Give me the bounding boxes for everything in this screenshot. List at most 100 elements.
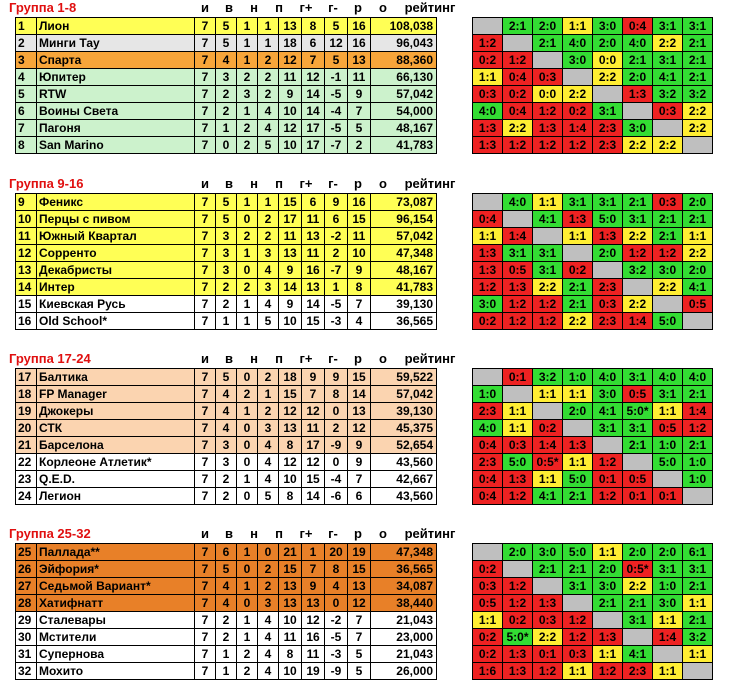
stat-diff: -5 <box>324 119 348 137</box>
matrix-row: 0:2 1:2 3:0 0:0 2:1 3:1 2:1 <box>472 51 713 69</box>
match-result: 1:2 <box>562 611 593 629</box>
matrix-self-cell <box>592 261 623 279</box>
table-row: 22 Корлеоне Атлетик* 7 3 0 4 12 12 0 9 43,560 <box>15 453 437 471</box>
match-result: 2:1 <box>682 68 713 86</box>
matrix-self-cell <box>592 85 623 103</box>
stat-rating: 73,087 <box>370 193 437 211</box>
match-result: 2:1 <box>652 210 683 228</box>
match-result: 2:1 <box>562 560 593 578</box>
match-result: 0:1 <box>502 368 533 386</box>
matrix-self-cell <box>652 295 683 313</box>
stat-n: 1 <box>236 17 258 35</box>
stat-ga: 6 <box>301 34 325 52</box>
stat-v: 3 <box>215 453 237 471</box>
stat-gf: 15 <box>278 385 302 403</box>
stat-p: 4 <box>257 628 279 646</box>
column-header: н <box>250 526 258 541</box>
team-name: Мохито <box>36 662 195 680</box>
match-result: 1:1 <box>652 402 683 420</box>
match-result: 1:1 <box>562 662 593 680</box>
results-matrix: 0:1 3:2 1:0 4:0 3:1 4:0 4:0 1:0 1:1 1:1 3:0 0:5 3:1 2… <box>472 368 713 505</box>
matrix-self-cell <box>472 543 503 561</box>
standings-table: 17 Балтика 7 5 0 2 18 9 9 15 59,522 18 FP Manager 7 4 2… <box>15 368 437 505</box>
match-result: 5:0 <box>592 210 623 228</box>
stat-ga: 14 <box>301 295 325 313</box>
team-name: Лион <box>36 17 195 35</box>
match-result: 3:2 <box>532 368 563 386</box>
match-result: 3:1 <box>622 611 653 629</box>
match-result: 3:2 <box>682 85 713 103</box>
team-name: Корлеоне Атлетик* <box>36 453 195 471</box>
column-header: в <box>225 351 233 366</box>
match-result: 1:0 <box>472 385 503 403</box>
column-header: в <box>225 526 233 541</box>
team-name: Хатифнатт <box>36 594 195 612</box>
stat-rating: 43,560 <box>370 487 437 505</box>
match-result: 0:4 <box>502 68 533 86</box>
position-cell: 25 <box>15 543 37 561</box>
stat-pts: 13 <box>347 402 371 420</box>
stat-pts: 9 <box>347 261 371 279</box>
match-result: 2:0 <box>592 560 623 578</box>
stat-gf: 18 <box>278 368 302 386</box>
match-result: 2:2 <box>562 312 593 330</box>
column-header: и <box>201 176 209 191</box>
stat-gf: 12 <box>278 51 302 69</box>
stat-n: 0 <box>236 419 258 437</box>
matrix-row: 0:2 1:2 1:2 2:2 2:3 1:4 5:0 <box>472 312 713 330</box>
stat-rating: 26,000 <box>370 662 437 680</box>
team-name: Воины Света <box>36 102 195 120</box>
stat-p: 0 <box>257 543 279 561</box>
stat-diff: 5 <box>324 17 348 35</box>
stat-i: 7 <box>194 278 216 296</box>
stat-p: 2 <box>257 85 279 103</box>
team-name: Минги Тау <box>36 34 195 52</box>
matrix-row: 0:5 1:2 1:3 2:1 2:1 3:0 1:1 <box>472 594 713 612</box>
match-result: 1:1 <box>472 227 503 245</box>
match-result: 3:0 <box>532 543 563 561</box>
stat-i: 7 <box>194 419 216 437</box>
stat-n: 1 <box>236 295 258 313</box>
matrix-row: 0:4 1:3 1:1 5:0 0:1 0:5 1:0 <box>472 470 713 488</box>
match-result: 4:1 <box>532 487 563 505</box>
match-result: 1:2 <box>502 594 533 612</box>
stat-n: 1 <box>236 193 258 211</box>
stat-v: 5 <box>215 17 237 35</box>
stat-rating: 96,043 <box>370 34 437 52</box>
matrix-row: 0:4 1:2 4:1 2:1 1:2 0:1 0:1 <box>472 487 713 505</box>
stat-p: 1 <box>257 385 279 403</box>
team-name: Сорренто <box>36 244 195 262</box>
stat-ga: 11 <box>301 419 325 437</box>
matrix-self-cell <box>592 436 623 454</box>
stat-rating: 108,038 <box>370 17 437 35</box>
match-result: 1:2 <box>622 244 653 262</box>
matrix-row: 1:2 2:1 4:0 2:0 4:0 2:2 2:1 <box>472 34 713 52</box>
stat-diff: 8 <box>324 385 348 403</box>
column-header: г- <box>328 526 338 541</box>
stat-n: 1 <box>236 102 258 120</box>
stat-v: 2 <box>215 295 237 313</box>
results-matrix: 2:0 3:0 5:0 1:1 2:0 2:0 6:1 0:2 2:1 2:1 2:0 0:5* 3:1… <box>472 543 713 680</box>
matrix-row: 1:1 0:2 0:3 1:2 3:1 1:1 2:1 <box>472 611 713 629</box>
match-result: 0:2 <box>502 611 533 629</box>
match-result: 2:1 <box>682 436 713 454</box>
match-result: 4:0 <box>472 102 503 120</box>
stat-v: 5 <box>215 193 237 211</box>
stat-ga: 12 <box>301 453 325 471</box>
match-result: 0:3 <box>472 85 503 103</box>
stat-pts: 5 <box>347 662 371 680</box>
stat-gf: 15 <box>278 560 302 578</box>
stat-rating: 47,348 <box>370 244 437 262</box>
stat-diff: -9 <box>324 662 348 680</box>
stat-pts: 4 <box>347 312 371 330</box>
stat-v: 4 <box>215 385 237 403</box>
stat-pts: 15 <box>347 560 371 578</box>
stat-n: 2 <box>236 227 258 245</box>
column-header: рейтинг <box>404 526 456 541</box>
team-name: Балтика <box>36 368 195 386</box>
stat-v: 2 <box>215 628 237 646</box>
position-cell: 22 <box>15 453 37 471</box>
stat-v: 4 <box>215 577 237 595</box>
stat-n: 1 <box>236 244 258 262</box>
stat-rating: 47,348 <box>370 543 437 561</box>
